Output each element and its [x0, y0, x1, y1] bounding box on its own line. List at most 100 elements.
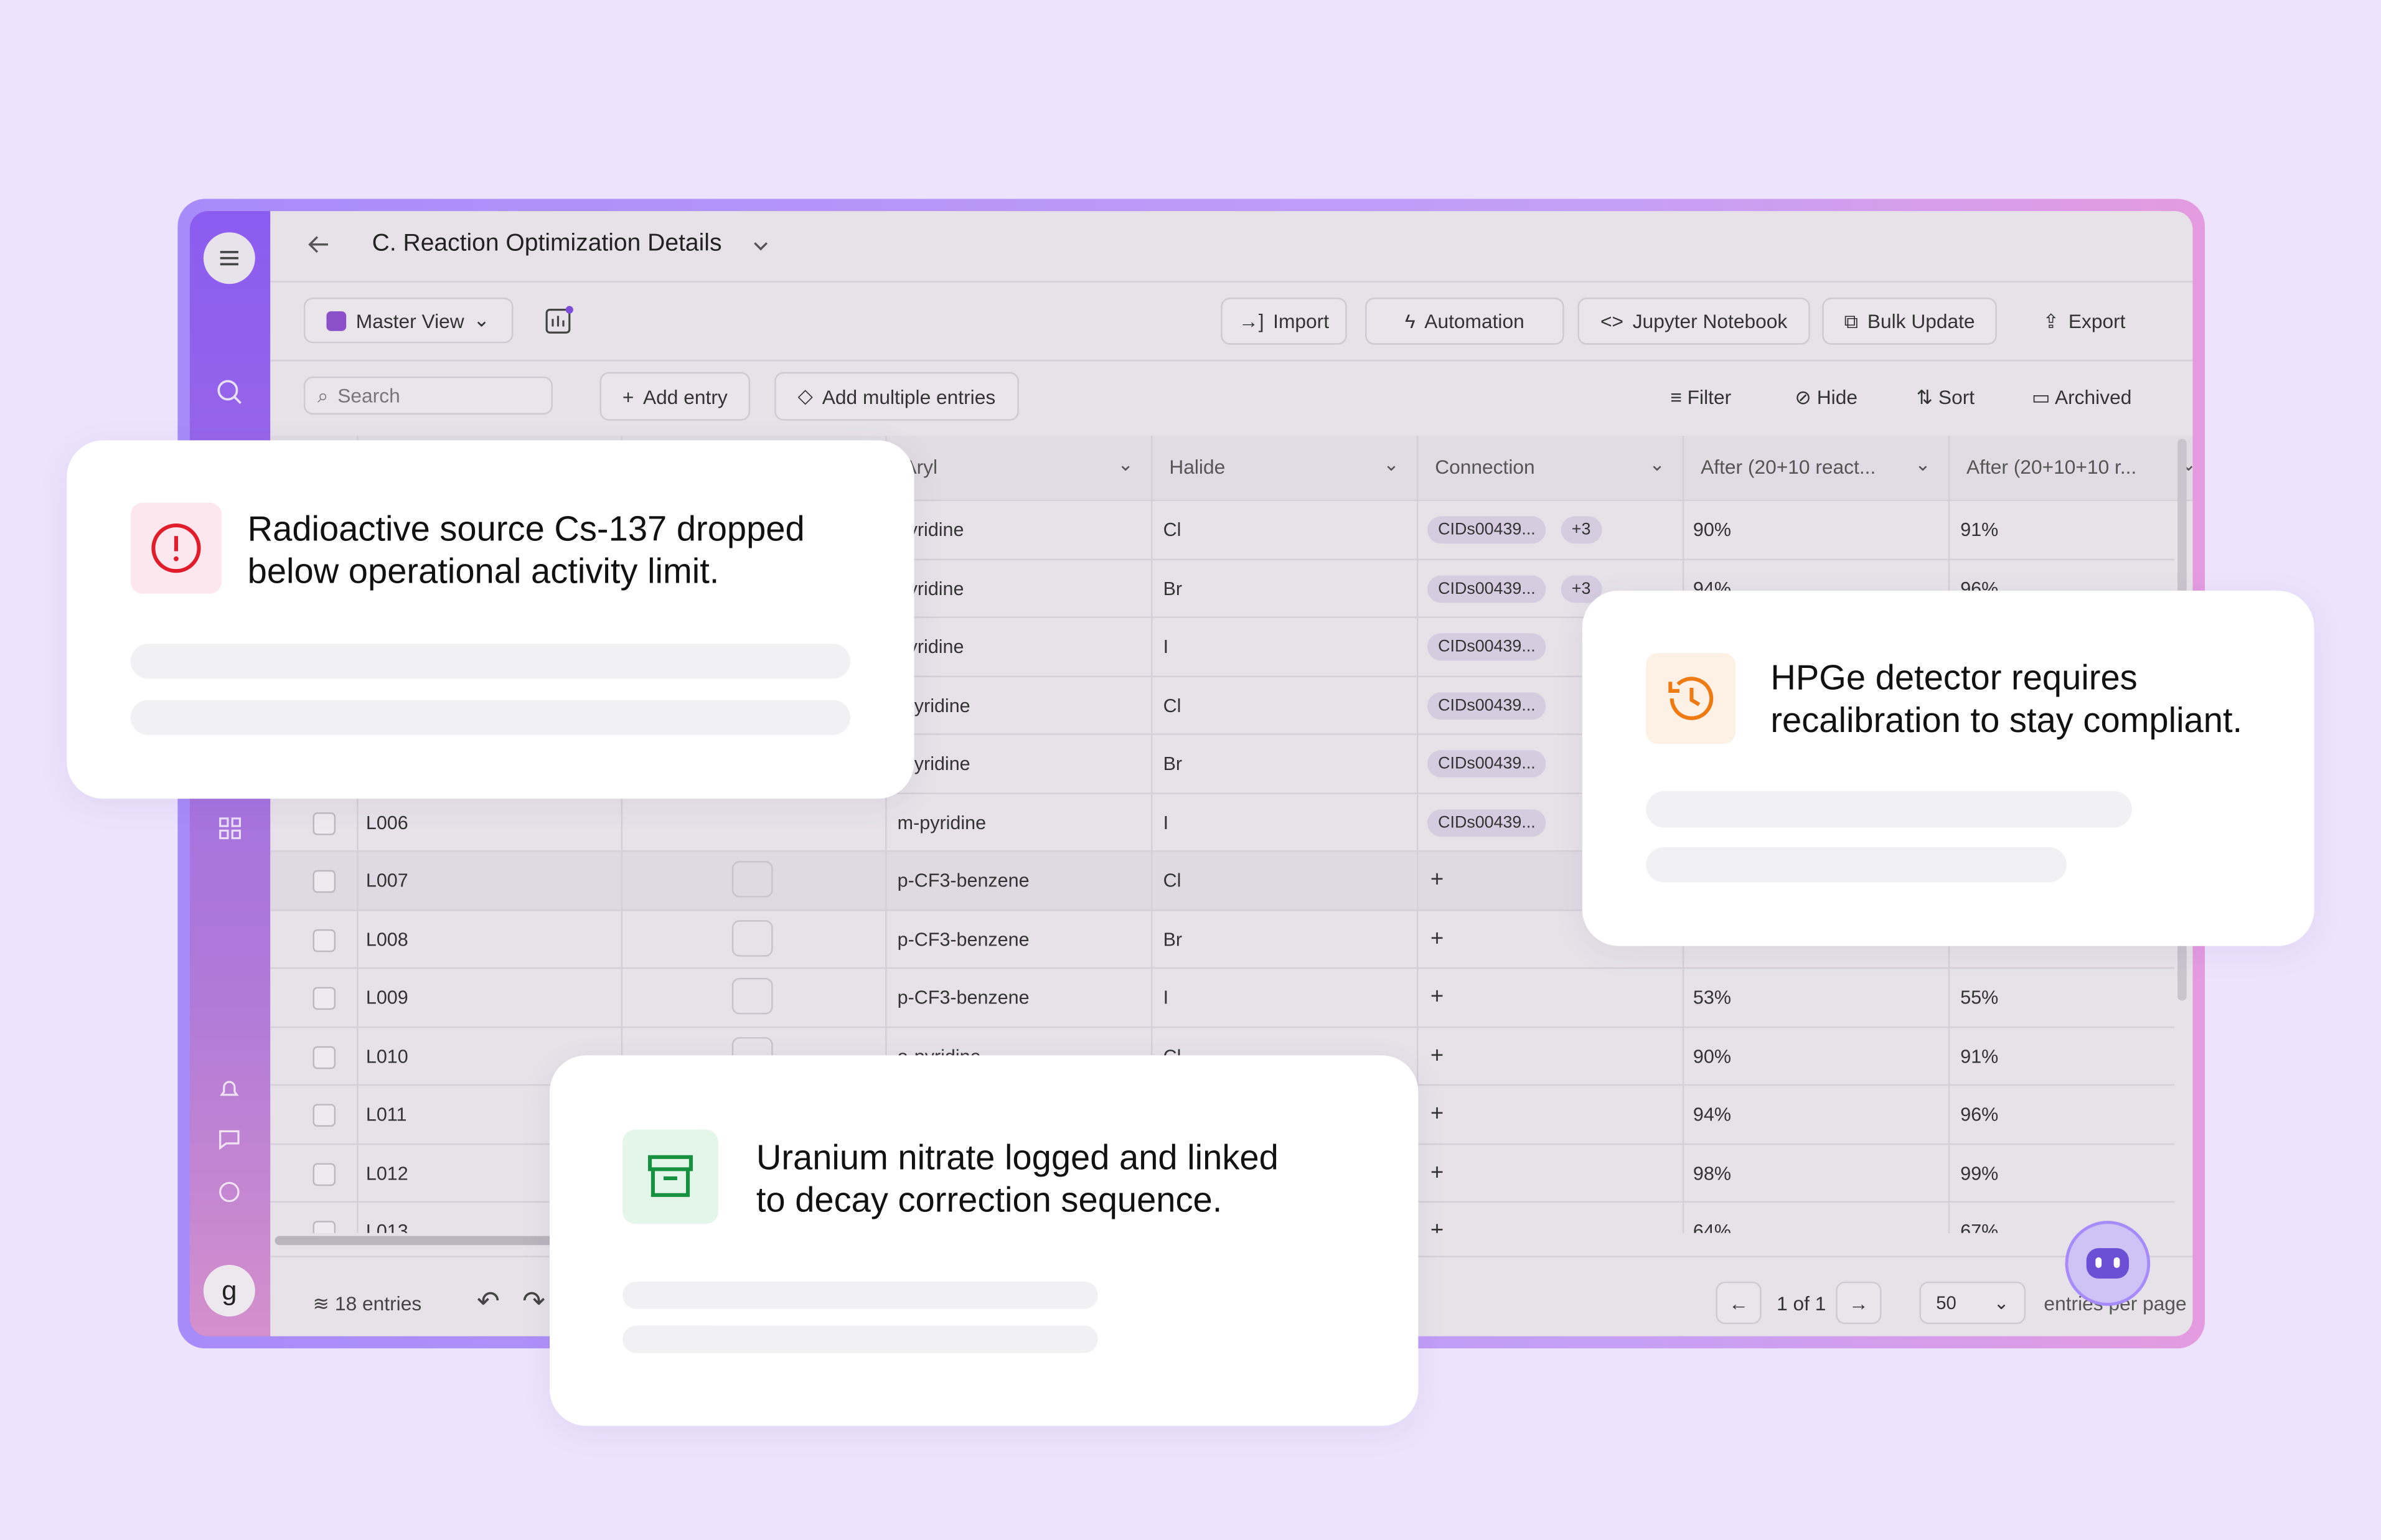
- chat-icon[interactable]: [215, 1125, 243, 1153]
- placeholder-bar: [1646, 847, 2067, 883]
- column-caret[interactable]: ⌄: [1649, 454, 1665, 476]
- connection-chip[interactable]: CIDs00439...: [1427, 633, 1546, 661]
- menu-button[interactable]: [203, 232, 255, 284]
- toolbar-button[interactable]: →] Import: [1221, 298, 1347, 345]
- row-checkbox[interactable]: [312, 1162, 336, 1185]
- button-label: Automation: [1424, 309, 1524, 333]
- grid-icon[interactable]: [217, 815, 245, 843]
- connection-more[interactable]: +3: [1561, 516, 1602, 544]
- tool-button[interactable]: ≡ Filter: [1670, 385, 1732, 409]
- cell-divider: [357, 969, 359, 1028]
- column-header[interactable]: After (20+10+10 r...: [1966, 455, 2137, 479]
- per-page-select[interactable]: 50 ⌄: [1919, 1281, 2026, 1325]
- column-caret[interactable]: ⌄: [1383, 454, 1399, 476]
- toolbar-button[interactable]: ⧉ Bulk Update: [1822, 298, 1997, 345]
- bell-icon[interactable]: [215, 1075, 243, 1102]
- column-header[interactable]: After (20+10 react...: [1701, 455, 1876, 479]
- row-checkbox[interactable]: [312, 811, 336, 835]
- cell-divider: [357, 852, 359, 911]
- cell-divider: [1416, 793, 1419, 852]
- toolbar-button[interactable]: ϟ Automation: [1365, 298, 1564, 345]
- page-indicator: 1 of 1: [1777, 1292, 1826, 1315]
- caret[interactable]: [752, 237, 770, 255]
- avatar[interactable]: g: [203, 1265, 255, 1317]
- row-id: L006: [365, 811, 408, 833]
- search-icon[interactable]: [213, 375, 250, 412]
- row-checkbox[interactable]: [312, 870, 336, 893]
- back-icon[interactable]: [307, 232, 331, 256]
- connection-chip[interactable]: CIDs00439...: [1427, 808, 1546, 836]
- assistant-button[interactable]: [2065, 1221, 2151, 1306]
- search-box[interactable]: ⌕ Search: [303, 376, 553, 415]
- row-checkbox[interactable]: [312, 928, 336, 952]
- add-connection[interactable]: +: [1430, 866, 1444, 893]
- cell-divider: [1948, 1203, 1950, 1233]
- cell-divider: [1682, 501, 1684, 560]
- add-connection[interactable]: +: [1430, 1218, 1444, 1233]
- tool-button[interactable]: ⊘ Hide: [1795, 385, 1858, 409]
- undo[interactable]: ↶: [476, 1286, 500, 1317]
- column-header[interactable]: Halide: [1169, 455, 1226, 479]
- row-id: L008: [365, 928, 408, 950]
- button-label: Bulk Update: [1867, 309, 1975, 333]
- button-label: Filter: [1687, 385, 1732, 409]
- cell-divider: [621, 969, 623, 1028]
- placeholder-bar: [622, 1325, 1098, 1353]
- row-checkbox[interactable]: [312, 1104, 336, 1127]
- divider: [270, 360, 2193, 362]
- row-checkbox[interactable]: [312, 1221, 336, 1233]
- notification-text: Radioactive source Cs-137 dropped below o…: [247, 509, 805, 591]
- after-value: 90%: [1693, 519, 1731, 541]
- tool-button[interactable]: ▭ Archived: [2031, 385, 2132, 409]
- add-button[interactable]: ◇ Add multiple entries: [774, 372, 1019, 421]
- column-divider: [1948, 436, 1950, 502]
- add-connection[interactable]: +: [1430, 1042, 1444, 1069]
- add-connection[interactable]: +: [1430, 984, 1444, 1010]
- connection-more[interactable]: +3: [1561, 575, 1602, 603]
- button-label: Add entry: [643, 385, 728, 408]
- toolbar-button[interactable]: <> Jupyter Notebook: [1577, 298, 1810, 345]
- toolbar-button[interactable]: ⇪ Export: [2042, 309, 2126, 333]
- connection-chip[interactable]: CIDs00439...: [1427, 750, 1546, 777]
- placeholder-bar: [622, 1281, 1098, 1309]
- add-connection[interactable]: +: [1430, 1101, 1444, 1127]
- connection-chip[interactable]: CIDs00439...: [1427, 692, 1546, 720]
- cell-divider: [1416, 969, 1419, 1028]
- cell-divider: [357, 1086, 359, 1145]
- connection-chip[interactable]: CIDs00439...: [1427, 575, 1546, 603]
- redo[interactable]: ↷: [522, 1286, 545, 1317]
- column-header[interactable]: Connection: [1435, 455, 1535, 479]
- view-select[interactable]: Master View ⌄: [303, 298, 514, 344]
- cell-divider: [1682, 969, 1684, 1028]
- cell-divider: [1948, 1144, 1950, 1203]
- cell-divider: [1151, 793, 1153, 852]
- placeholder-bar: [130, 644, 851, 679]
- add-connection[interactable]: +: [1430, 1159, 1444, 1185]
- next-page[interactable]: →: [1836, 1281, 1882, 1325]
- aryl: p-CF3-benzene: [897, 928, 1030, 950]
- placeholder-bar: [1646, 791, 2132, 828]
- notification-card: Radioactive source Cs-137 dropped below o…: [67, 440, 914, 799]
- add-button[interactable]: + Add entry: [599, 372, 751, 421]
- column-caret[interactable]: ⌄: [1915, 454, 1931, 476]
- row-id: L010: [365, 1045, 408, 1067]
- after-value: 94%: [1693, 1104, 1731, 1125]
- cell-divider: [1416, 559, 1419, 618]
- tool-button[interactable]: ⇅ Sort: [1916, 385, 1975, 409]
- cell-divider: [1416, 1027, 1419, 1086]
- add-connection[interactable]: +: [1430, 925, 1444, 952]
- cell-divider: [1682, 1086, 1684, 1145]
- notification-text: HPGe detector requires recalibration to s…: [1770, 657, 2243, 739]
- row-checkbox[interactable]: [312, 987, 336, 1010]
- halide: Br: [1163, 928, 1183, 950]
- aryl: p-CF3-benzene: [897, 870, 1030, 891]
- cell-divider: [885, 793, 887, 852]
- prev-page[interactable]: ←: [1716, 1281, 1762, 1325]
- chart-icon[interactable]: [543, 305, 574, 336]
- entries-count: ≋ 18 entries: [312, 1292, 422, 1315]
- row-checkbox[interactable]: [312, 1045, 336, 1069]
- help-icon[interactable]: [215, 1178, 243, 1206]
- column-caret[interactable]: ⌄: [1117, 454, 1134, 476]
- connection-chip[interactable]: CIDs00439...: [1427, 516, 1546, 544]
- button-label: Sort: [1938, 385, 1975, 409]
